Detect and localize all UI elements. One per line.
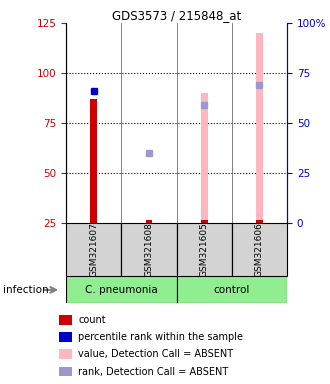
Text: value, Detection Call = ABSENT: value, Detection Call = ABSENT <box>78 349 233 359</box>
Bar <box>177 223 232 276</box>
Bar <box>59 367 72 376</box>
Bar <box>256 33 263 223</box>
Bar <box>201 93 208 223</box>
Text: GSM321605: GSM321605 <box>200 222 209 277</box>
Bar <box>201 220 208 223</box>
Text: control: control <box>214 285 250 295</box>
Bar <box>121 223 177 276</box>
Text: GSM321606: GSM321606 <box>255 222 264 277</box>
Text: GSM321608: GSM321608 <box>145 222 153 277</box>
Text: count: count <box>78 314 106 325</box>
Text: rank, Detection Call = ABSENT: rank, Detection Call = ABSENT <box>78 366 229 377</box>
Bar <box>59 315 72 324</box>
Bar <box>256 220 263 223</box>
Bar <box>66 223 121 276</box>
Text: infection: infection <box>3 285 49 295</box>
Text: C. pneumonia: C. pneumonia <box>85 285 158 295</box>
Bar <box>232 223 287 276</box>
Text: percentile rank within the sample: percentile rank within the sample <box>78 332 243 342</box>
Bar <box>59 332 72 342</box>
Bar <box>177 276 287 303</box>
Bar <box>146 220 152 223</box>
Bar <box>59 349 72 359</box>
Bar <box>90 99 97 223</box>
Title: GDS3573 / 215848_at: GDS3573 / 215848_at <box>112 9 241 22</box>
Text: GSM321607: GSM321607 <box>89 222 98 277</box>
Bar <box>66 276 177 303</box>
